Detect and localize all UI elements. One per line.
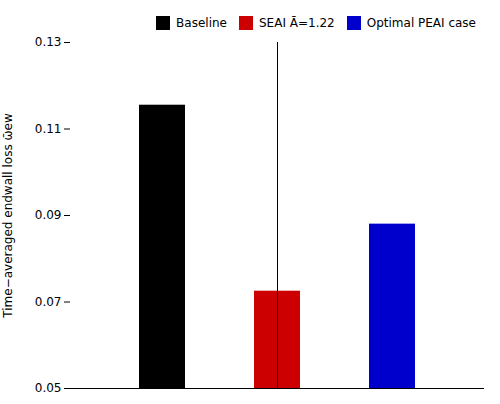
svg-text:Time−averaged endwall loss ω̄e: Time−averaged endwall loss ω̄ew <box>1 113 15 319</box>
svg-text:0.13: 0.13 <box>35 35 62 49</box>
html-text:Optimal PEAI case: Optimal PEAI case <box>366 15 476 30</box>
svg-text:0.09: 0.09 <box>35 208 62 222</box>
html-text:SEAI Ā=1.22: SEAI Ā=1.22 <box>259 15 335 30</box>
svg-text:0.07: 0.07 <box>35 295 62 309</box>
svg-text:0.05: 0.05 <box>35 381 62 395</box>
html-text:Baseline: Baseline <box>176 15 227 30</box>
svg-text:0.11: 0.11 <box>35 122 62 136</box>
